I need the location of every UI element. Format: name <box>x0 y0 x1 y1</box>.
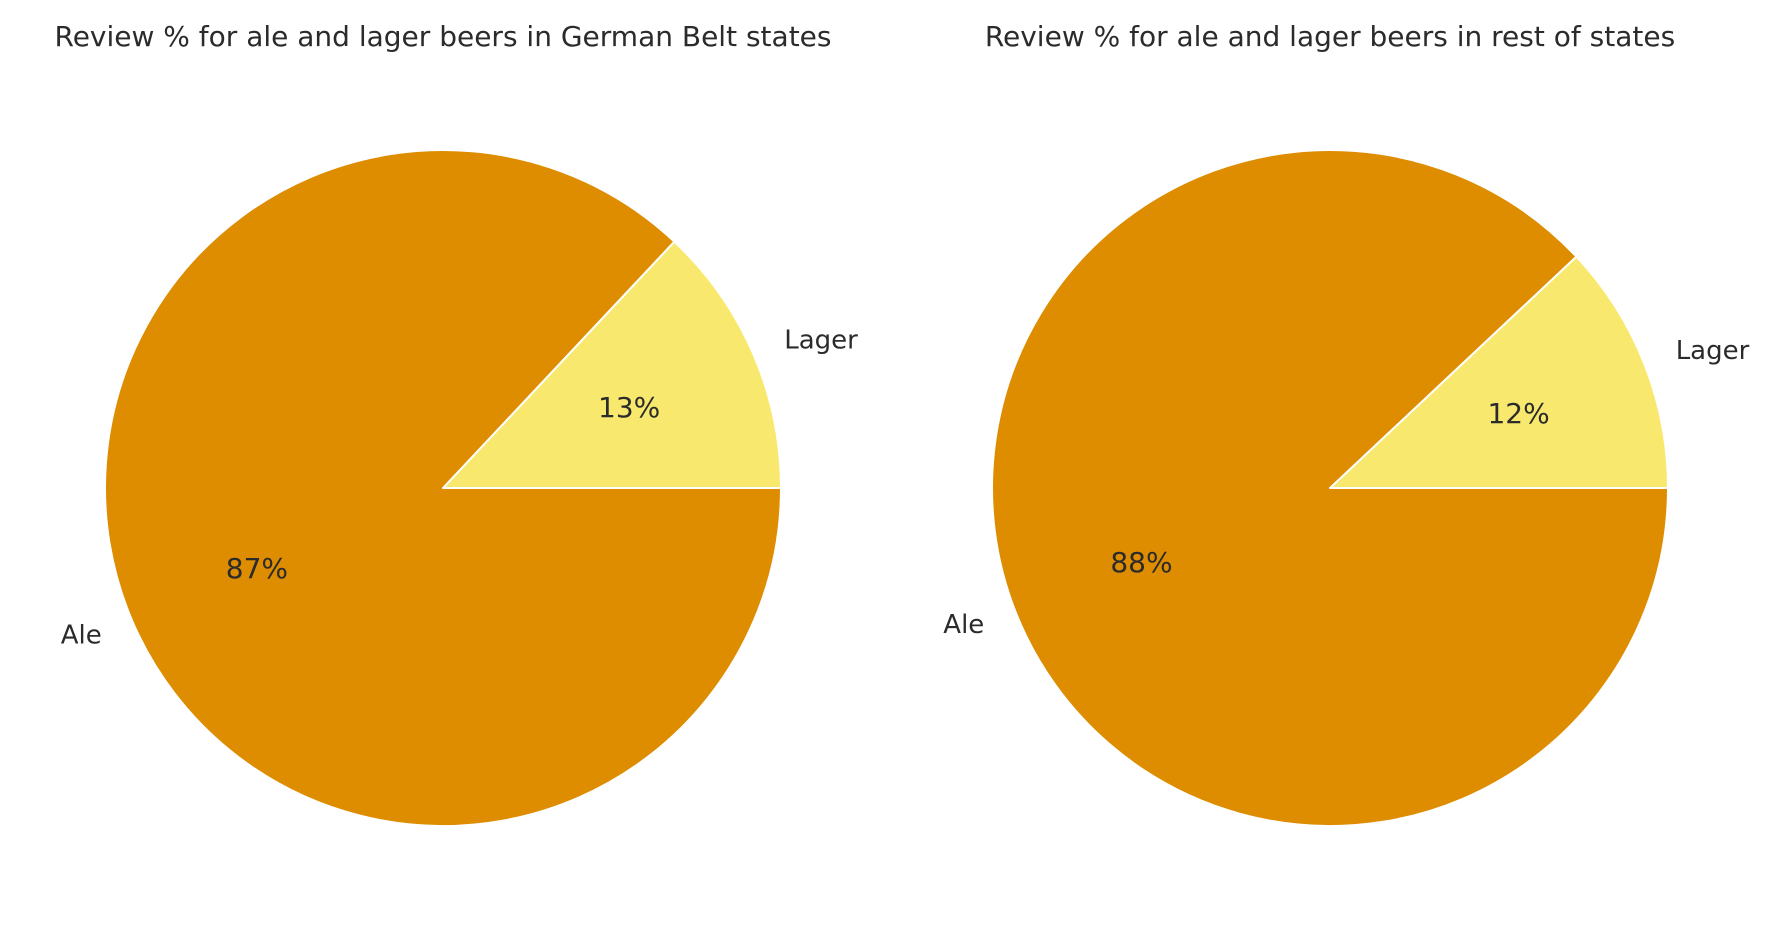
pie-value-label-ale: 88% <box>1110 546 1172 579</box>
chart-title: Review % for ale and lager beers in rest… <box>985 20 1675 53</box>
pie-value-label-lager: 12% <box>1487 397 1549 430</box>
pie-chart-german-belt: Review % for ale and lager beers in Germ… <box>55 20 858 827</box>
pie-slices <box>104 149 782 827</box>
pie-slice-ale <box>104 149 782 827</box>
pie-slices <box>991 148 1669 827</box>
pie-slice-ale <box>991 148 1669 827</box>
pie-category-label-ale: Ale <box>943 610 984 640</box>
pie-value-label-ale: 87% <box>226 552 288 585</box>
pie-slice-lager <box>1329 255 1669 489</box>
pie-slice-lager <box>442 240 782 489</box>
pie-labels: 12% Lager 88% Ale <box>943 336 1749 640</box>
pie-category-label-ale: Ale <box>61 621 102 651</box>
chart-title: Review % for ale and lager beers in Germ… <box>55 20 832 53</box>
pie-labels: 13% Lager 87% Ale <box>61 325 858 650</box>
pie-category-label-lager: Lager <box>1676 336 1750 366</box>
pie-value-label-lager: 13% <box>598 391 660 424</box>
pie-category-label-lager: Lager <box>784 325 858 355</box>
pie-chart-rest-of-states: Review % for ale and lager beers in rest… <box>943 20 1750 827</box>
